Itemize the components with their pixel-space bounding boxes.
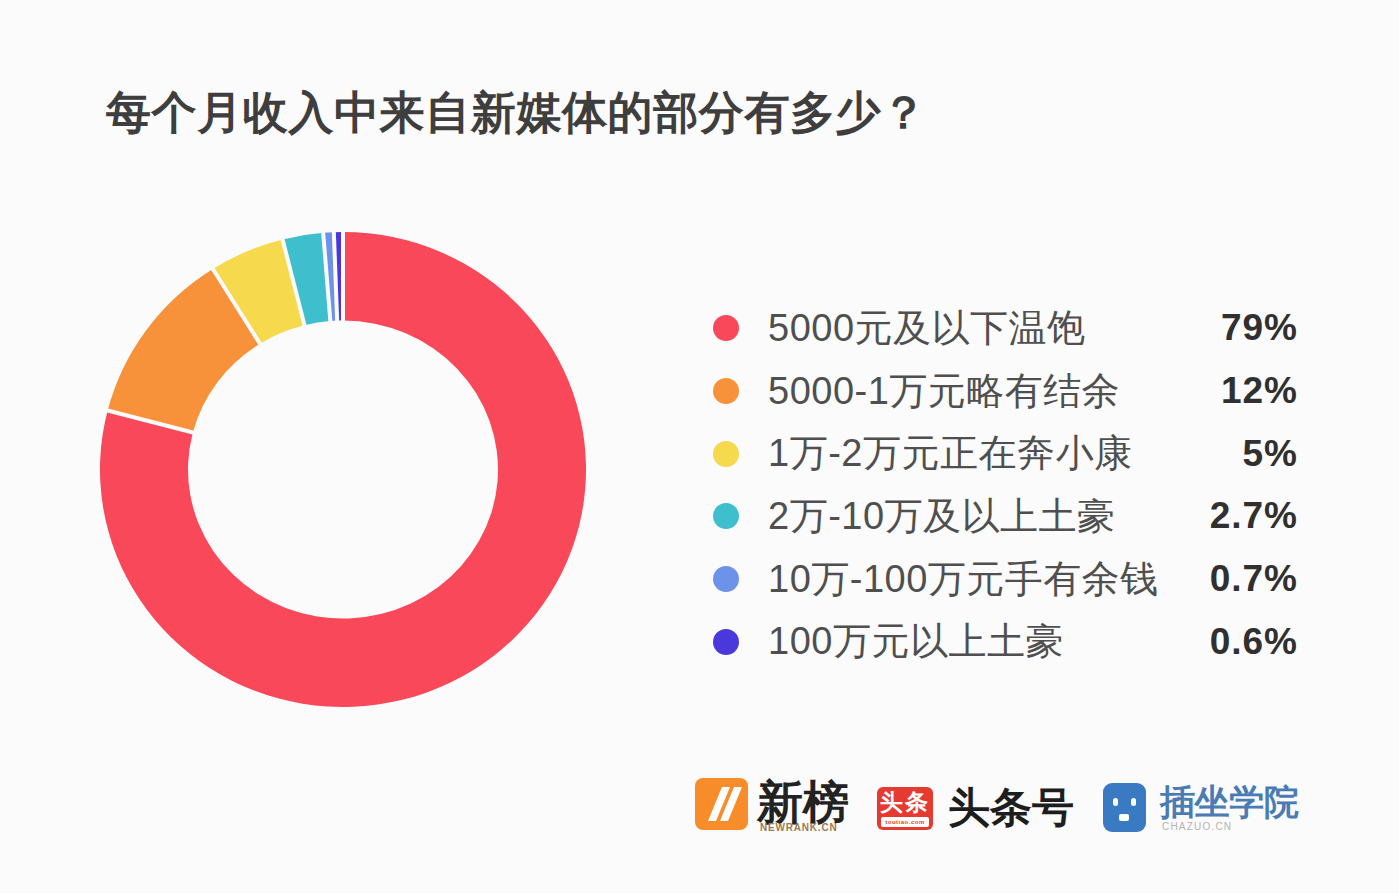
newrank-url: NEWRANK.CN — [760, 822, 837, 833]
legend-label: 5000-1万元略有结余 — [768, 366, 1120, 417]
chazuo-mouth-icon — [1119, 814, 1129, 821]
legend-dot-icon — [713, 629, 739, 655]
toutiao-wordmark: 头条号 — [948, 787, 1074, 829]
chazuo-url: CHAZUO.CN — [1162, 821, 1232, 832]
chazuo-eye-icon — [1131, 798, 1136, 806]
legend-item: 5000元及以下温饱 79% — [713, 297, 1298, 360]
legend-dot-icon — [713, 566, 739, 592]
legend-value: 2.7% — [1210, 495, 1298, 537]
legend-item: 1万-2万元正在奔小康 5% — [713, 422, 1298, 485]
chazuo-wordmark: 插坐学院 — [1160, 784, 1299, 819]
chazuo-eye-icon — [1113, 798, 1118, 806]
legend-value: 12% — [1221, 370, 1298, 412]
legend-value: 79% — [1221, 307, 1298, 349]
legend-dot-icon — [713, 315, 739, 341]
legend-value: 0.7% — [1210, 558, 1298, 600]
legend-label: 100万元以上土豪 — [768, 616, 1064, 667]
toutiao-badge-text: 头条 — [877, 787, 933, 817]
donut-chart — [100, 232, 586, 707]
newrank-wordmark: 新榜 — [757, 779, 849, 825]
legend-label: 10万-100万元手有余钱 — [768, 554, 1159, 605]
chazuo-logo — [1103, 783, 1146, 832]
legend-item: 100万元以上土豪 0.6% — [713, 610, 1298, 673]
legend-label: 2万-10万及以上土豪 — [768, 491, 1116, 542]
legend: 5000元及以下温饱79%5000-1万元略有结余12%1万-2万元正在奔小康5… — [713, 297, 1298, 673]
toutiao-badge-sub: toutiao.com — [881, 817, 929, 827]
newrank-logo — [695, 778, 748, 830]
legend-label: 5000元及以下温饱 — [768, 303, 1086, 354]
legend-value: 5% — [1243, 433, 1298, 475]
legend-item: 5000-1万元略有结余 12% — [713, 360, 1298, 423]
legend-dot-icon — [713, 378, 739, 404]
newrank-lightning-icon — [695, 778, 748, 830]
legend-item: 2万-10万及以上土豪 2.7% — [713, 485, 1298, 548]
legend-value: 0.6% — [1210, 621, 1298, 663]
legend-dot-icon — [713, 441, 739, 467]
chart-title: 每个月收入中来自新媒体的部分有多少？ — [106, 90, 927, 135]
legend-item: 10万-100万元手有余钱 0.7% — [713, 548, 1298, 611]
toutiao-logo: 头条 toutiao.com — [877, 787, 933, 830]
legend-dot-icon — [713, 503, 739, 529]
legend-label: 1万-2万元正在奔小康 — [768, 428, 1132, 479]
